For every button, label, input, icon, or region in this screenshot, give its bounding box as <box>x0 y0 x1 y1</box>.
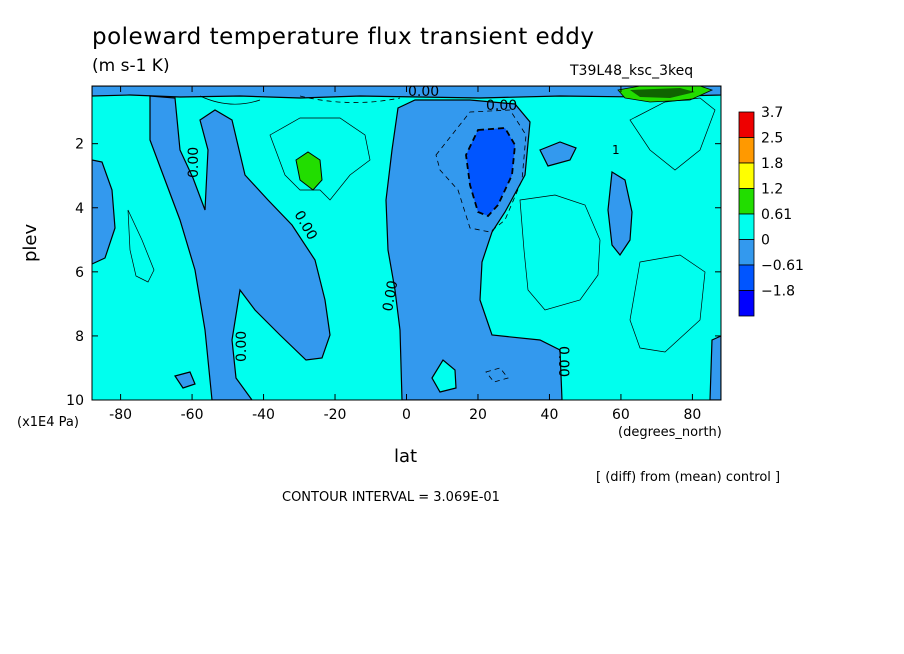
thin-contour-north-1 <box>519 194 601 311</box>
x-tick-label: 0 <box>402 407 411 423</box>
y-axis-units: (x1E4 Pa) <box>17 415 79 430</box>
y-axis-ticks: 2 4 6 8 10 <box>66 137 721 409</box>
contour-interval: CONTOUR INTERVAL = 3.069E-01 <box>282 490 500 505</box>
x-tick-label: -80 <box>109 407 132 423</box>
y-tick-label: 10 <box>66 393 84 409</box>
neg-region-southern-column <box>149 95 331 400</box>
contour-label: 0.00 <box>380 279 401 312</box>
dashed-contour-bottom-small <box>485 367 509 383</box>
colorbar-swatch <box>738 264 755 291</box>
thin-contour-north-2 <box>629 97 716 171</box>
neg-region-equatorial-column <box>385 99 563 400</box>
colorbar-label: 0 <box>761 233 770 249</box>
x-tick-label: -40 <box>252 407 275 423</box>
colorbar-swatch <box>738 188 755 215</box>
x-axis-ticks: -80 -60 -40 -20 0 20 40 60 80 <box>109 86 701 423</box>
contour-label: 0.00 <box>408 84 439 100</box>
contour-field <box>92 86 721 400</box>
contour-label: 0.00 <box>486 98 517 114</box>
pos-region-green-blob <box>295 151 323 191</box>
x-tick-label: -20 <box>324 407 347 423</box>
chart-units: (m s-1 K) <box>92 56 170 76</box>
x-axis-units: (degrees_north) <box>618 425 722 440</box>
thin-contour-south-1 <box>127 209 155 283</box>
x-tick-label: 60 <box>612 407 630 423</box>
neg-region-east-blob <box>607 170 633 257</box>
contour-label: 1 <box>612 143 620 157</box>
thin-contour-south-2 <box>269 117 371 201</box>
colorbar-label: 1.2 <box>761 182 783 198</box>
dashed-contour-top <box>299 95 401 103</box>
contour-label: 0.00 <box>186 147 202 178</box>
run-name: T39L48_ksc_3keq <box>570 63 694 79</box>
x-tick-label: 40 <box>541 407 559 423</box>
pos-island-bottom <box>431 359 457 393</box>
neg-region-small-northeast <box>539 141 577 167</box>
contour-label: 0.00 <box>555 346 571 377</box>
y-tick-label: 2 <box>75 137 84 153</box>
x-tick-label: 80 <box>683 407 701 423</box>
dashed-contour-around-core <box>435 109 527 233</box>
colorbar: 3.7 2.5 1.8 1.2 0.61 0 −0.61 −1.8 <box>738 105 804 317</box>
colorbar-swatch <box>738 290 755 317</box>
colorbar-label: 1.8 <box>761 156 783 172</box>
colorbar-swatch <box>738 162 755 189</box>
neg-region-west-edge <box>92 159 116 265</box>
colorbar-label: 2.5 <box>761 131 783 147</box>
y-tick-label: 6 <box>75 265 84 281</box>
contour-label: 0.00 <box>234 331 250 362</box>
x-tick-label: -60 <box>181 407 204 423</box>
colorbar-swatch <box>738 213 755 240</box>
thin-contour-north-3 <box>629 254 706 353</box>
thin-contour-west-top <box>199 95 261 105</box>
neg-core-minimum <box>465 127 516 218</box>
colorbar-label: −1.8 <box>761 284 795 300</box>
chart-title: poleward temperature flux transient eddy <box>92 24 595 50</box>
neg-region-east-edge-bottom <box>709 335 721 400</box>
diff-note: [ (diff) from (mean) control ] <box>596 470 781 485</box>
colorbar-label: 3.7 <box>761 105 783 121</box>
colorbar-swatch <box>738 111 755 138</box>
y-tick-label: 4 <box>75 201 84 217</box>
neg-region-bottom-left-small <box>174 371 196 389</box>
colorbar-label: 0.61 <box>761 207 792 223</box>
x-axis-label: lat <box>394 446 418 467</box>
y-tick-label: 8 <box>75 329 84 345</box>
x-tick-label: 20 <box>469 407 487 423</box>
pos-region-top-right-core <box>630 88 695 98</box>
colorbar-label: −0.61 <box>761 258 804 274</box>
colorbar-swatch <box>738 137 755 164</box>
colorbar-swatch <box>738 239 755 266</box>
